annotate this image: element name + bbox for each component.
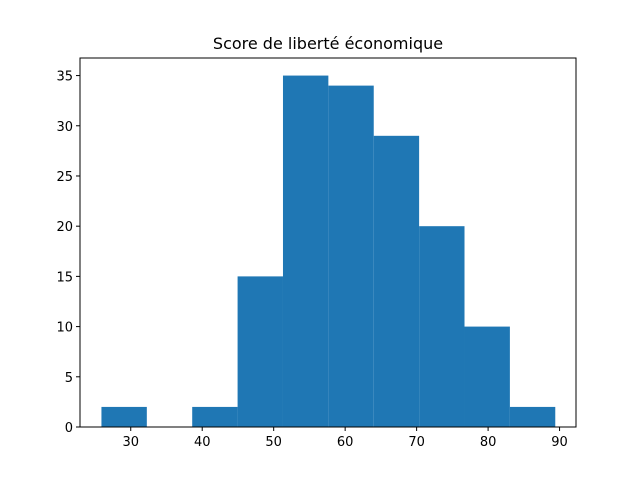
x-tick-label: 30 — [122, 435, 139, 450]
histogram-bar-2 — [192, 406, 238, 427]
y-tick-label: 10 — [56, 321, 73, 336]
plot-frame — [79, 57, 577, 428]
y-tick-label: 25 — [56, 170, 73, 185]
histogram-bar-6 — [373, 135, 420, 427]
histogram-bar-7 — [419, 226, 465, 427]
x-tick-label: 70 — [408, 435, 425, 450]
y-tick-label: 30 — [56, 120, 73, 135]
y-tick-label: 35 — [56, 70, 73, 85]
bars-group — [101, 75, 556, 428]
y-tick-label: 0 — [65, 421, 73, 436]
x-axis: 30 40 50 60 70 80 90 — [122, 427, 568, 450]
histogram-bar-9 — [509, 406, 556, 427]
x-tick-label: 60 — [337, 435, 354, 450]
y-tick-label: 15 — [56, 270, 73, 285]
histogram-bar-3 — [237, 276, 283, 427]
y-tick-label: 20 — [56, 220, 73, 235]
histogram-bar-4 — [282, 75, 329, 428]
x-tick-label: 50 — [265, 435, 282, 450]
chart-title: Score de liberté économique — [213, 34, 443, 53]
histogram-bar-8 — [464, 326, 510, 427]
y-axis: 0 5 10 15 20 25 30 35 — [56, 70, 80, 436]
histogram-bar-5 — [328, 85, 374, 427]
x-tick-label: 80 — [480, 435, 497, 450]
y-tick-label: 5 — [65, 371, 73, 386]
x-tick-label: 90 — [551, 435, 568, 450]
histogram-bar-0 — [101, 406, 147, 427]
x-tick-label: 40 — [194, 435, 211, 450]
